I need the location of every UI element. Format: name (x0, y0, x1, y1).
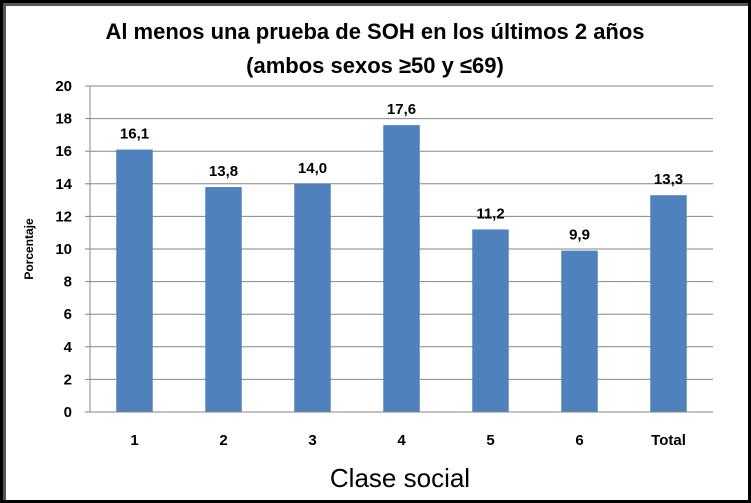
data-label: 14,0 (298, 160, 327, 177)
category-label: 2 (219, 432, 227, 449)
category-label: 5 (486, 432, 494, 449)
category-label: 3 (308, 432, 316, 449)
bars (116, 125, 687, 413)
bar-6 (561, 250, 598, 412)
data-label: 17,6 (387, 101, 416, 118)
data-labels: 16,1 13,8 14,0 17,6 11,2 9,9 13,3 (120, 101, 683, 244)
bar-total (650, 195, 687, 412)
y-tick-label: 10 (55, 241, 72, 258)
bar-2 (205, 187, 242, 412)
y-axis-label: Porcentaje (22, 218, 36, 280)
gridlines (90, 85, 713, 380)
chart-title-line-2: (ambos sexos ≥50 y ≤69) (246, 53, 504, 78)
bar-5 (472, 229, 509, 412)
y-tick-label: 12 (55, 208, 72, 225)
y-tick-label: 16 (55, 143, 72, 160)
chart-title-line-1: Al menos una prueba de SOH en los último… (105, 19, 644, 44)
bar-1 (116, 149, 153, 412)
category-label: 1 (130, 432, 138, 449)
data-label: 13,3 (654, 171, 683, 188)
y-tick-label: 14 (55, 176, 72, 193)
category-labels: 1 2 3 4 5 6 Total (130, 432, 686, 449)
category-label: 4 (397, 432, 406, 449)
y-tick-label: 2 (64, 371, 72, 388)
y-axis-ticks: 0 2 4 6 8 10 12 14 16 18 20 (55, 78, 90, 421)
category-label: Total (651, 432, 686, 449)
data-label: 13,8 (209, 163, 238, 180)
bar-4 (383, 125, 420, 413)
y-tick-label: 0 (64, 404, 72, 421)
y-tick-label: 8 (64, 274, 72, 291)
data-label: 9,9 (569, 227, 590, 244)
bar-3 (294, 183, 331, 412)
y-tick-label: 20 (55, 78, 72, 95)
y-tick-label: 6 (64, 306, 72, 323)
data-label: 16,1 (120, 126, 149, 143)
data-label: 11,2 (476, 205, 504, 222)
y-tick-label: 18 (55, 111, 72, 128)
y-tick-label: 4 (64, 339, 73, 356)
category-label: 6 (575, 432, 583, 449)
x-axis-label: Clase social (330, 463, 470, 493)
